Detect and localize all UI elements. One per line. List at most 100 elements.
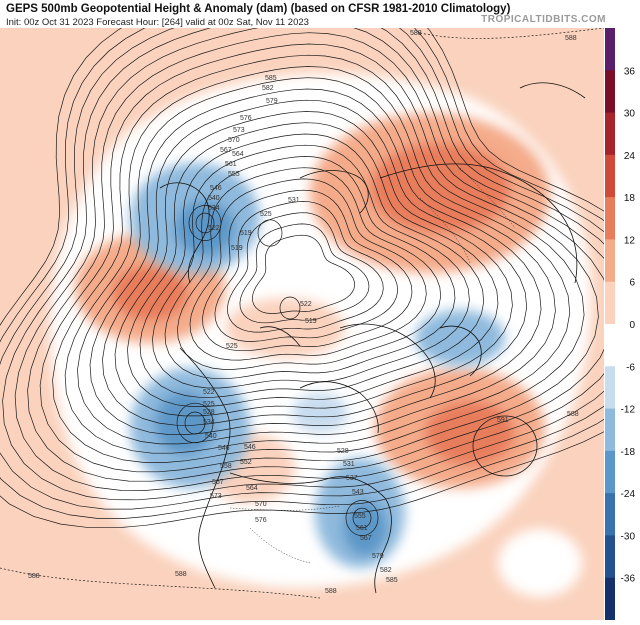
contour-label-582b: 582 bbox=[380, 567, 392, 574]
contour-label-588e: 588 bbox=[565, 35, 577, 42]
contour-label-573: 573 bbox=[233, 127, 245, 134]
contour-label-567: 567 bbox=[220, 147, 232, 154]
contour-label-576b: 576 bbox=[255, 517, 267, 524]
contour-label-528: 528 bbox=[203, 409, 215, 416]
colorbar-band bbox=[605, 450, 615, 494]
height-contour-line bbox=[64, 66, 571, 454]
brand-watermark: TROPICALTIDBITS.COM bbox=[481, 14, 606, 25]
contour-label-579: 579 bbox=[266, 98, 278, 105]
colorbar-tick-label: 12 bbox=[624, 235, 636, 246]
contour-label-534: 534 bbox=[208, 205, 220, 212]
height-contour-line bbox=[252, 234, 355, 314]
contour-label-555: 555 bbox=[228, 171, 240, 178]
height-contour-line bbox=[52, 54, 585, 463]
contour-label-525: 525 bbox=[260, 211, 272, 218]
contour-label-561b: 561 bbox=[356, 525, 368, 532]
height-contour-line bbox=[239, 223, 370, 324]
outer-588-contour bbox=[0, 28, 604, 599]
contour-label-525c: 525 bbox=[203, 401, 215, 408]
height-contour-line bbox=[127, 122, 499, 407]
height-contour-line bbox=[202, 189, 413, 352]
colorbar-band bbox=[605, 197, 615, 240]
height-contour-line bbox=[214, 201, 399, 342]
height-contour-line bbox=[189, 178, 427, 361]
height-contour-line bbox=[39, 43, 599, 473]
colorbar-tick-label: 24 bbox=[624, 151, 636, 162]
height-contour-line bbox=[102, 99, 528, 426]
contour-labels: 585 582 579 576 573 570 567 564 561 555 … bbox=[28, 30, 579, 595]
height-contour-line bbox=[27, 32, 604, 482]
height-anomaly-map: 585 582 579 576 573 570 567 564 561 555 … bbox=[0, 28, 604, 620]
anomaly-colorbar: 36 30 24 18 12 6 0 -6 -12 -18 -24 -30 -36 bbox=[605, 28, 636, 620]
height-contour-line bbox=[164, 156, 456, 380]
colorbar-tick-label: -18 bbox=[621, 447, 636, 458]
high-591-contour bbox=[472, 415, 538, 477]
colorbar-tick-label: -36 bbox=[621, 574, 636, 585]
contour-label-519: 519 bbox=[240, 230, 252, 237]
contour-label-525b: 525 bbox=[226, 343, 238, 350]
contour-label-546: 546 bbox=[210, 185, 222, 192]
contour-label-519c: 519 bbox=[305, 318, 317, 325]
contour-label-555b: 555 bbox=[354, 513, 366, 520]
colorbar-tick-label: 36 bbox=[624, 66, 636, 77]
map-title: GEPS 500mb Geopotential Height & Anomaly… bbox=[6, 3, 511, 15]
height-contour-line bbox=[114, 111, 513, 417]
map-subtitle: Init: 00z Oct 31 2023 Forecast Hour: [26… bbox=[6, 17, 309, 28]
contour-label-567c: 567 bbox=[360, 535, 372, 542]
contour-label-564: 564 bbox=[232, 151, 244, 158]
contour-label-546c: 546 bbox=[244, 444, 256, 451]
colorbar-tick-label: 6 bbox=[629, 278, 635, 289]
contour-label-522: 522 bbox=[208, 225, 220, 232]
contour-label-588b: 588 bbox=[175, 571, 187, 578]
colorbar-band bbox=[605, 70, 615, 114]
colorbar-tick-label: 30 bbox=[624, 109, 636, 120]
positive-anomalies bbox=[75, 113, 550, 503]
colorbar-band bbox=[605, 535, 615, 579]
contour-label-585: 585 bbox=[265, 75, 277, 82]
low-center-contour bbox=[279, 296, 301, 320]
colorbar-band bbox=[605, 577, 615, 620]
colorbar-band bbox=[605, 408, 615, 452]
height-contour-line bbox=[77, 77, 556, 445]
contour-label-528b: 528 bbox=[337, 448, 349, 455]
contour-label-531b: 531 bbox=[343, 461, 355, 468]
contour-label-558: 558 bbox=[220, 463, 232, 470]
colorbar-bands bbox=[605, 28, 615, 620]
low-center-contour bbox=[184, 411, 206, 435]
height-contour-line bbox=[0, 28, 604, 529]
height-contour-line bbox=[152, 144, 470, 389]
contour-label-531: 531 bbox=[288, 197, 300, 204]
low-center-contour bbox=[195, 212, 215, 234]
colorbar-tick-label: -12 bbox=[621, 405, 636, 416]
contour-label-522c: 522 bbox=[203, 389, 215, 396]
contour-label-588: 588 bbox=[325, 588, 337, 595]
colorbar-band bbox=[605, 493, 615, 536]
contour-label-570b: 570 bbox=[255, 501, 267, 508]
contour-label-588c: 588 bbox=[28, 573, 40, 580]
height-contour-line bbox=[2, 28, 604, 501]
height-contours bbox=[0, 28, 604, 599]
contour-label-540: 540 bbox=[208, 195, 220, 202]
low-center-contour bbox=[345, 500, 379, 536]
low-center-contour bbox=[352, 507, 372, 529]
height-contour-line bbox=[89, 88, 542, 435]
contour-label-573b: 573 bbox=[210, 493, 222, 500]
contour-label-519b: 519 bbox=[231, 245, 243, 252]
contour-label-588f: 588 bbox=[567, 411, 579, 418]
colorbar-tick-label: -24 bbox=[621, 489, 636, 500]
height-contour-line bbox=[0, 28, 604, 519]
contour-label-579b: 579 bbox=[372, 553, 384, 560]
colorbar-tick-label: -6 bbox=[626, 362, 635, 373]
colorbar-band bbox=[605, 324, 615, 367]
contour-label-585b: 585 bbox=[386, 577, 398, 584]
contour-label-546b: 546 bbox=[218, 445, 230, 452]
contour-label-564b: 564 bbox=[246, 485, 258, 492]
map-panel: 585 582 579 576 573 570 567 564 561 555 … bbox=[0, 28, 604, 620]
low-center-contour bbox=[188, 205, 222, 241]
contour-label-567b: 567 bbox=[212, 479, 224, 486]
height-contour-line bbox=[0, 28, 604, 510]
low-center-contour bbox=[257, 219, 283, 247]
colorbar-tick-label: 0 bbox=[629, 320, 635, 331]
colorbar-band bbox=[605, 281, 615, 325]
contour-label-540b: 540 bbox=[205, 433, 217, 440]
